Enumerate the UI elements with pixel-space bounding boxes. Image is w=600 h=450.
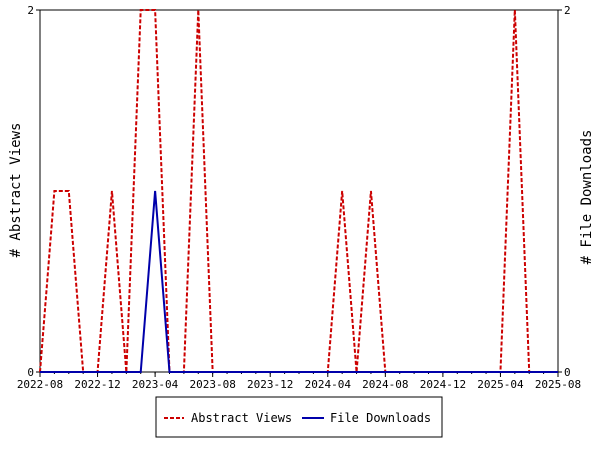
x-tick-label: 2024-08 xyxy=(362,378,408,391)
x-tick-label: 2022-08 xyxy=(17,378,63,391)
series-line-file-downloads xyxy=(40,190,558,373)
y-axis-left-title: # Abstract Views xyxy=(8,123,24,258)
y-right-tick-label: 0 xyxy=(564,366,571,379)
legend-label: Abstract Views xyxy=(191,411,292,425)
x-tick-label: 2025-08 xyxy=(535,378,581,391)
x-tick-label: 2025-04 xyxy=(477,378,524,391)
x-tick-label: 2024-04 xyxy=(305,378,352,391)
legend: Abstract Views File Downloads xyxy=(155,396,443,438)
legend-box xyxy=(155,396,443,438)
x-axis: 2022-08 2022-12 2023-04 2023-08 2023-12 2024-… xyxy=(17,372,581,391)
x-tick-label: 2024-12 xyxy=(420,378,466,391)
x-tick-label: 2023-08 xyxy=(189,378,235,391)
y-axes: 0 2 0 2 xyxy=(27,4,570,379)
x-tick-label: 2023-04 xyxy=(132,378,179,391)
x-tick-label: 2022-12 xyxy=(74,378,120,391)
plot-area xyxy=(39,9,559,373)
series-layer xyxy=(39,9,558,373)
plot-frame xyxy=(39,9,559,373)
y-left-tick-label: 0 xyxy=(27,366,34,379)
y-axis-right-title: # File Downloads xyxy=(579,130,595,265)
legend-label: File Downloads xyxy=(330,411,431,425)
y-left-tick-label: 2 xyxy=(27,4,34,17)
x-tick-label: 2023-12 xyxy=(247,378,293,391)
y-right-tick-label: 2 xyxy=(564,4,571,17)
